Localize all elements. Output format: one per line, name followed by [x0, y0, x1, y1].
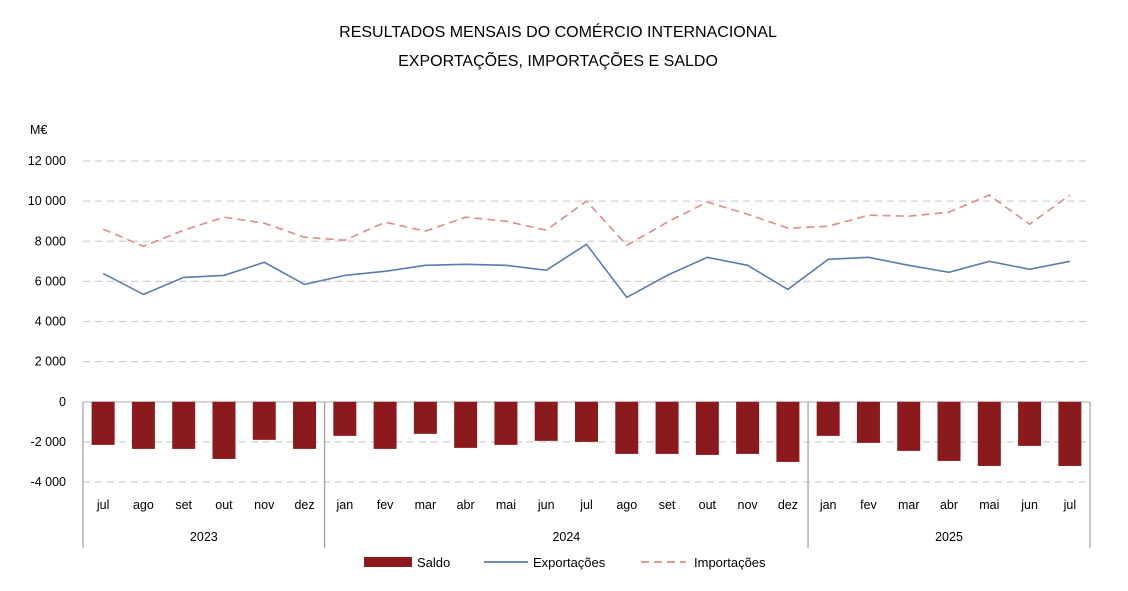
x-axis: jul ago set out nov dez jan fev mar abr mai jun jul a… [82, 402, 1091, 548]
legend-saldo-swatch [364, 557, 412, 567]
legend-importacoes-label: Importações [694, 555, 766, 570]
saldo-bars [91, 401, 1082, 466]
x-tick-label: jan [335, 498, 353, 512]
year-group-label: 2023 [190, 530, 218, 544]
x-tick-label: out [699, 498, 717, 512]
chart-subtitle: EXPORTAÇÕES, IMPORTAÇÕES E SALDO [398, 50, 718, 70]
saldo-bar [1018, 401, 1042, 446]
saldo-bar [91, 401, 115, 445]
saldo-bar [856, 401, 880, 443]
x-tick-label: fev [377, 498, 394, 512]
legend-exportacoes-label: Exportações [533, 555, 606, 570]
x-tick-label: ago [616, 498, 637, 512]
legend: Saldo Exportações Importações [364, 555, 766, 570]
year-group-label: 2025 [935, 530, 963, 544]
x-tick-label: dez [778, 498, 798, 512]
saldo-bar [454, 401, 478, 448]
exportacoes-line [102, 243, 1071, 299]
saldo-bar [534, 401, 558, 441]
chart-title: RESULTADOS MENSAIS DO COMÉRCIO INTERNACI… [339, 22, 777, 41]
y-tick-label: -4 000 [31, 475, 66, 489]
saldo-bar [776, 401, 800, 462]
x-tick-label: abr [940, 498, 958, 512]
x-tick-label: set [175, 498, 192, 512]
saldo-bar [977, 401, 1001, 466]
x-tick-label: mai [496, 498, 516, 512]
saldo-bar [252, 401, 276, 440]
saldo-bar [172, 401, 196, 449]
x-tick-label: fev [860, 498, 877, 512]
saldo-bar [937, 401, 961, 461]
y-tick-label: 10 000 [28, 194, 66, 208]
year-group-label: 2024 [552, 530, 580, 544]
x-tick-label: out [215, 498, 233, 512]
series-lines [102, 194, 1071, 299]
saldo-bar [293, 401, 317, 449]
x-tick-label: jun [537, 498, 555, 512]
saldo-bar [897, 401, 921, 451]
x-tick-label: nov [738, 498, 759, 512]
x-tick-label: mar [898, 498, 920, 512]
x-tick-label: set [659, 498, 676, 512]
saldo-bar [615, 401, 639, 454]
legend-saldo-label: Saldo [417, 555, 450, 570]
x-tick-label: mai [979, 498, 999, 512]
y-tick-label: 8 000 [35, 234, 66, 248]
x-tick-label: jul [96, 498, 110, 512]
saldo-bar [816, 401, 840, 436]
y-tick-label: 4 000 [35, 315, 66, 329]
saldo-bar [736, 401, 760, 454]
saldo-bar [655, 401, 679, 454]
saldo-bar [695, 401, 719, 455]
x-tick-label: jan [819, 498, 837, 512]
x-tick-label: jul [1063, 498, 1077, 512]
saldo-bar [212, 401, 236, 459]
y-axis-unit-label: M€ [30, 123, 47, 137]
saldo-bar [131, 401, 155, 449]
saldo-bar [1058, 401, 1082, 466]
x-tick-label: dez [294, 498, 314, 512]
saldo-bar [494, 401, 518, 445]
x-tick-label: mar [415, 498, 437, 512]
y-tick-label: 0 [59, 395, 66, 409]
saldo-bar [413, 401, 437, 434]
y-tick-label: -2 000 [31, 435, 66, 449]
y-tick-label: 2 000 [35, 355, 66, 369]
x-tick-label: ago [133, 498, 154, 512]
x-tick-label: jul [579, 498, 593, 512]
saldo-bar [373, 401, 397, 449]
y-axis-ticks: 12 000 10 000 8 000 6 000 4 000 2 000 0 -2 000 -… [28, 154, 66, 489]
x-tick-label: nov [254, 498, 275, 512]
y-tick-label: 6 000 [35, 274, 66, 288]
x-tick-label: jun [1020, 498, 1038, 512]
saldo-bar [575, 401, 598, 442]
y-tick-label: 12 000 [28, 154, 66, 168]
saldo-bar [333, 401, 357, 436]
importacoes-line [102, 194, 1071, 248]
x-tick-label: abr [457, 498, 475, 512]
